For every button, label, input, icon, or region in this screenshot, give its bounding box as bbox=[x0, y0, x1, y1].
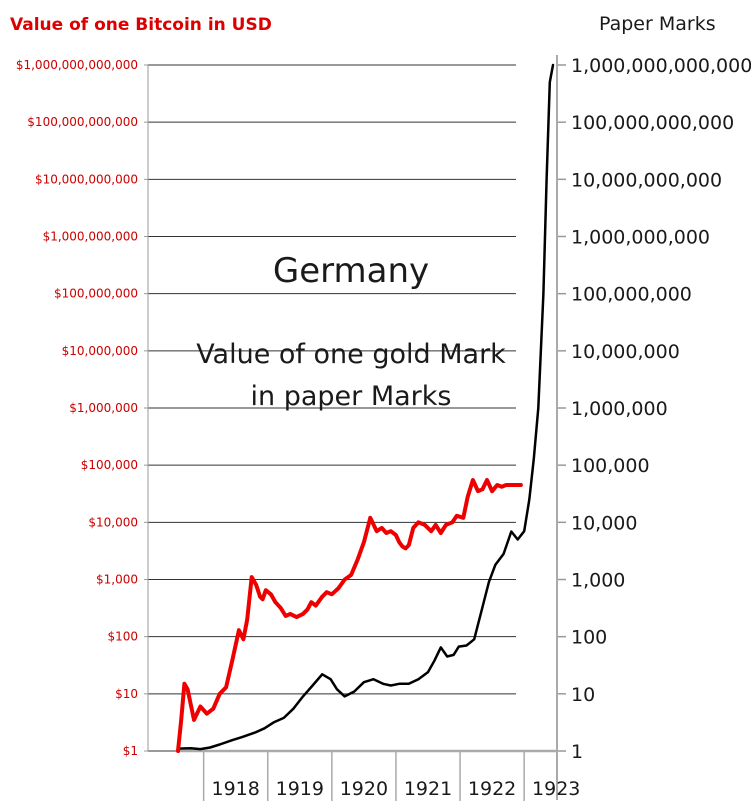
axes bbox=[144, 55, 566, 801]
left-tick-label: $1,000,000 bbox=[69, 401, 138, 415]
left-tick-label: $1 bbox=[123, 744, 138, 758]
x-tick-label: 1921 bbox=[404, 778, 452, 800]
left-tick-label: $10,000,000 bbox=[62, 344, 138, 358]
left-tick-label: $100,000 bbox=[81, 458, 138, 472]
right-tick-label: 1,000,000,000 bbox=[571, 227, 710, 249]
right-tick-label: 1,000,000 bbox=[571, 398, 668, 420]
x-tick-label: 1922 bbox=[468, 778, 516, 800]
x-tick-label: 1923 bbox=[532, 778, 580, 800]
annotation-line-2: in paper Marks bbox=[251, 381, 452, 412]
right-tick-label: 100,000,000,000 bbox=[571, 112, 734, 134]
right-tick-label: 1,000,000,000,000 bbox=[571, 55, 751, 77]
right-tick-label: 10,000,000,000 bbox=[571, 169, 722, 191]
left-tick-label: $100,000,000 bbox=[54, 287, 138, 301]
right-tick-label: 100,000,000 bbox=[571, 284, 692, 306]
left-tick-label: $10,000 bbox=[88, 515, 138, 529]
right-tick-label: 10 bbox=[571, 684, 595, 706]
right-tick-label: 100 bbox=[571, 627, 607, 649]
left-tick-label: $10,000,000,000 bbox=[35, 172, 138, 186]
gold_mark-line bbox=[176, 63, 555, 751]
series-lines bbox=[176, 63, 555, 753]
right-axis-title: Paper Marks bbox=[599, 13, 716, 35]
right-tick-label: 10,000,000 bbox=[571, 341, 680, 363]
right-tick-label: 1,000 bbox=[571, 570, 625, 592]
x-tick-label: 1920 bbox=[340, 778, 388, 800]
left-tick-label: $1,000,000,000,000 bbox=[16, 58, 138, 72]
x-tick-label: 1918 bbox=[212, 778, 260, 800]
right-axis-tick-labels: 1 10 100 1,000 10,000 100,000 1,000,000 10,000,… bbox=[571, 55, 751, 763]
right-tick-label: 100,000 bbox=[571, 455, 650, 477]
x-axis-tick-labels: 1918 1919 1920 1921 1922 1923 bbox=[212, 778, 581, 800]
right-tick-label: 10,000 bbox=[571, 512, 637, 534]
annotation-line-1: Value of one gold Mark bbox=[196, 339, 506, 370]
bitcoin-line bbox=[176, 478, 523, 753]
annotation-country: Germany bbox=[273, 251, 429, 291]
left-tick-label: $100,000,000,000 bbox=[27, 115, 138, 129]
gridlines bbox=[148, 64, 516, 752]
left-axis-title: Value of one Bitcoin in USD bbox=[10, 15, 272, 35]
left-tick-label: $10 bbox=[115, 687, 138, 701]
left-axis-tick-labels: $1 $10 $100 $1,000 $10,000 $100,000 $1,000,000… bbox=[16, 58, 138, 758]
x-tick-label: 1919 bbox=[276, 778, 324, 800]
left-tick-label: $1,000,000,000 bbox=[43, 230, 138, 244]
left-tick-label: $1,000 bbox=[96, 573, 138, 587]
right-tick-label: 1 bbox=[571, 741, 583, 763]
left-tick-label: $100 bbox=[107, 630, 138, 644]
